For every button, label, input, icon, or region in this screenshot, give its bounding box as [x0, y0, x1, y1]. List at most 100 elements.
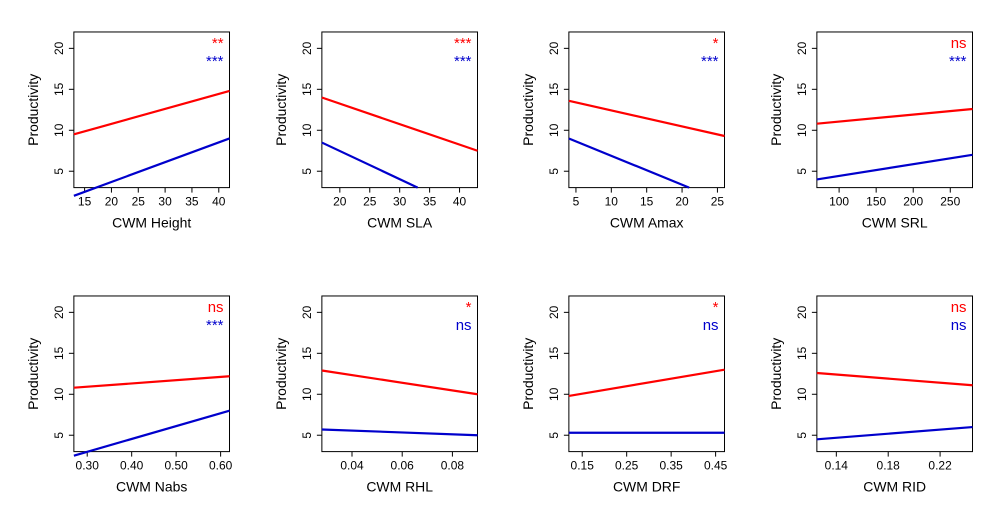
ytick-label: 20 — [547, 305, 561, 319]
xtick-label: 0.35 — [659, 458, 683, 472]
panel-rid: 51015200.140.180.22nsnsProductivityCWM R… — [763, 284, 983, 518]
xtick-label: 200 — [903, 195, 923, 209]
ytick-label: 10 — [300, 387, 314, 401]
ytick-label: 20 — [300, 41, 314, 55]
ytick-label: 10 — [547, 123, 561, 137]
xtick-label: 35 — [422, 195, 436, 209]
x-axis-label: CWM Height — [112, 215, 191, 231]
y-axis-label: Productivity — [272, 337, 288, 409]
sig-blue: ns — [455, 316, 471, 333]
ytick-label: 15 — [52, 346, 66, 360]
blue-line — [816, 155, 972, 180]
xtick-label: 15 — [640, 195, 654, 209]
ytick-label: 10 — [300, 123, 314, 137]
y-axis-label: Productivity — [25, 337, 41, 409]
xtick-label: 0.08 — [440, 458, 464, 472]
ytick-label: 10 — [547, 387, 561, 401]
ytick-label: 5 — [52, 431, 66, 438]
ytick-label: 5 — [52, 168, 66, 175]
x-axis-label: CWM SLA — [367, 215, 433, 231]
sig-red: * — [713, 35, 719, 52]
sig-blue: *** — [206, 316, 224, 333]
ytick-label: 15 — [547, 82, 561, 96]
ytick-label: 5 — [547, 431, 561, 438]
ytick-label: 10 — [795, 123, 809, 137]
panel-height: 5 10 15 20 15 20 25 30 35 40 ***** Productivity CWM … — [20, 20, 240, 254]
red-line — [816, 109, 972, 124]
sig-blue: *** — [206, 53, 224, 70]
ytick-label: 5 — [795, 168, 809, 175]
red-line — [74, 376, 230, 387]
panel-drf: 51015200.150.250.350.45*nsProductivityCW… — [515, 284, 735, 518]
ytick-label: 20 — [795, 305, 809, 319]
sig-red: ** — [212, 35, 224, 52]
xtick-label: 35 — [185, 195, 199, 209]
xtick-label: 0.40 — [120, 458, 144, 472]
xtick-label: 40 — [212, 195, 226, 209]
blue-line — [321, 143, 417, 188]
xtick-label: 0.22 — [928, 458, 952, 472]
xtick-label: 30 — [393, 195, 407, 209]
ytick-label: 15 — [547, 346, 561, 360]
xtick-label: 0.04 — [340, 458, 364, 472]
xtick-label: 25 — [132, 195, 146, 209]
xtick-label: 20 — [675, 195, 689, 209]
sig-red: * — [465, 298, 471, 315]
xtick-label: 0.18 — [876, 458, 900, 472]
xtick-label: 30 — [158, 195, 172, 209]
panel-sla: 51015202025303540******ProductivityCWM S… — [268, 20, 488, 254]
sig-blue: *** — [454, 53, 472, 70]
x-axis-label: CWM RID — [863, 478, 926, 494]
sig-red: ns — [950, 35, 966, 52]
blue-line — [74, 410, 230, 455]
ytick-label: 20 — [795, 41, 809, 55]
sig-blue: *** — [701, 53, 719, 70]
red-line — [816, 372, 972, 384]
xtick-label: 0.30 — [76, 458, 100, 472]
ytick-label: 15 — [52, 82, 66, 96]
xtick-label: 0.50 — [164, 458, 188, 472]
red-line — [321, 98, 477, 151]
panel-nabs: 51015200.300.400.500.60ns***Productivity… — [20, 284, 240, 518]
xtick-label: 25 — [711, 195, 725, 209]
ytick-label: 15 — [300, 82, 314, 96]
sig-blue: ns — [950, 316, 966, 333]
sig-blue: *** — [949, 53, 967, 70]
xtick-label: 25 — [363, 195, 377, 209]
red-line — [569, 101, 725, 136]
ytick-label: 10 — [52, 123, 66, 137]
xtick-label: 0.15 — [571, 458, 595, 472]
xtick-label: 0.14 — [824, 458, 848, 472]
red-line — [74, 91, 230, 134]
x-axis-label: CWM RHL — [366, 478, 433, 494]
ytick-label: 5 — [300, 431, 314, 438]
sig-red: *** — [454, 35, 472, 52]
y-axis-label: Productivity — [767, 74, 783, 146]
blue-line — [321, 429, 477, 435]
xtick-label: 0.25 — [615, 458, 639, 472]
sig-blue: ns — [703, 316, 719, 333]
ytick-label: 5 — [795, 431, 809, 438]
y-axis-label: Productivity — [767, 337, 783, 409]
ytick-label: 5 — [300, 168, 314, 175]
sig-red: ns — [950, 298, 966, 315]
xtick-label: 0.45 — [704, 458, 728, 472]
ytick-label: 5 — [547, 168, 561, 175]
xtick-label: 20 — [333, 195, 347, 209]
xtick-label: 20 — [105, 195, 119, 209]
x-axis-label: CWM SRL — [861, 215, 927, 231]
xtick-label: 0.06 — [390, 458, 414, 472]
ytick-label: 10 — [52, 387, 66, 401]
ytick-label: 15 — [795, 82, 809, 96]
sig-red: * — [713, 298, 719, 315]
ytick-label: 20 — [52, 41, 66, 55]
ytick-label: 10 — [795, 387, 809, 401]
x-axis-label: CWM DRF — [613, 478, 680, 494]
xtick-label: 0.60 — [209, 458, 233, 472]
panel-srl: 5101520100150200250ns***ProductivityCWM … — [763, 20, 983, 254]
ytick-label: 20 — [52, 305, 66, 319]
xtick-label: 15 — [78, 195, 92, 209]
ytick-label: 20 — [547, 41, 561, 55]
y-axis-label: Productivity — [25, 74, 41, 146]
red-line — [569, 369, 725, 395]
